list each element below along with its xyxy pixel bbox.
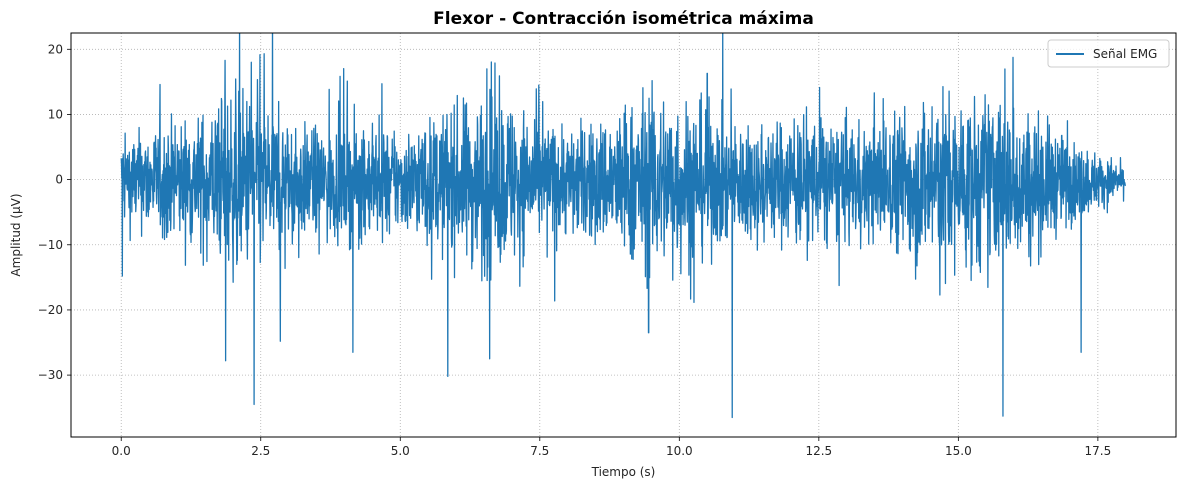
y-tick-label: −20 (38, 303, 63, 317)
x-tick-label: 12.5 (805, 444, 832, 458)
y-tick-label: 20 (48, 42, 63, 56)
legend-box (1047, 39, 1170, 68)
x-tick-label: 15.0 (945, 444, 972, 458)
x-tick-label: 17.5 (1085, 444, 1112, 458)
y-tick-label: 0 (55, 173, 63, 187)
legend: Señal EMG (1047, 39, 1170, 68)
x-tick-label: 0.0 (112, 444, 131, 458)
x-axis-label: Tiempo (s) (591, 465, 656, 479)
y-tick-label: −30 (38, 368, 63, 382)
x-tick-label: 5.0 (391, 444, 410, 458)
y-axis-label: Amplitud (µV) (9, 193, 23, 276)
x-axis-ticks: 0.0 2.5 5.0 7.5 10.0 12.5 15.0 17.5 (112, 437, 1112, 458)
legend-label: Señal EMG (1093, 47, 1157, 61)
x-tick-label: 10.0 (666, 444, 693, 458)
x-tick-label: 2.5 (251, 444, 270, 458)
series-layer (120, 33, 1127, 419)
series-line-senal-emg (120, 33, 1127, 419)
axes-frame (70, 32, 1177, 438)
y-tick-label: −10 (38, 238, 63, 252)
y-tick-label: 10 (48, 107, 63, 121)
chart-title: Flexor - Contracción isométrica máxima (433, 9, 814, 29)
y-axis-ticks: −30 −20 −10 0 10 20 (38, 42, 71, 382)
x-tick-label: 7.5 (530, 444, 549, 458)
